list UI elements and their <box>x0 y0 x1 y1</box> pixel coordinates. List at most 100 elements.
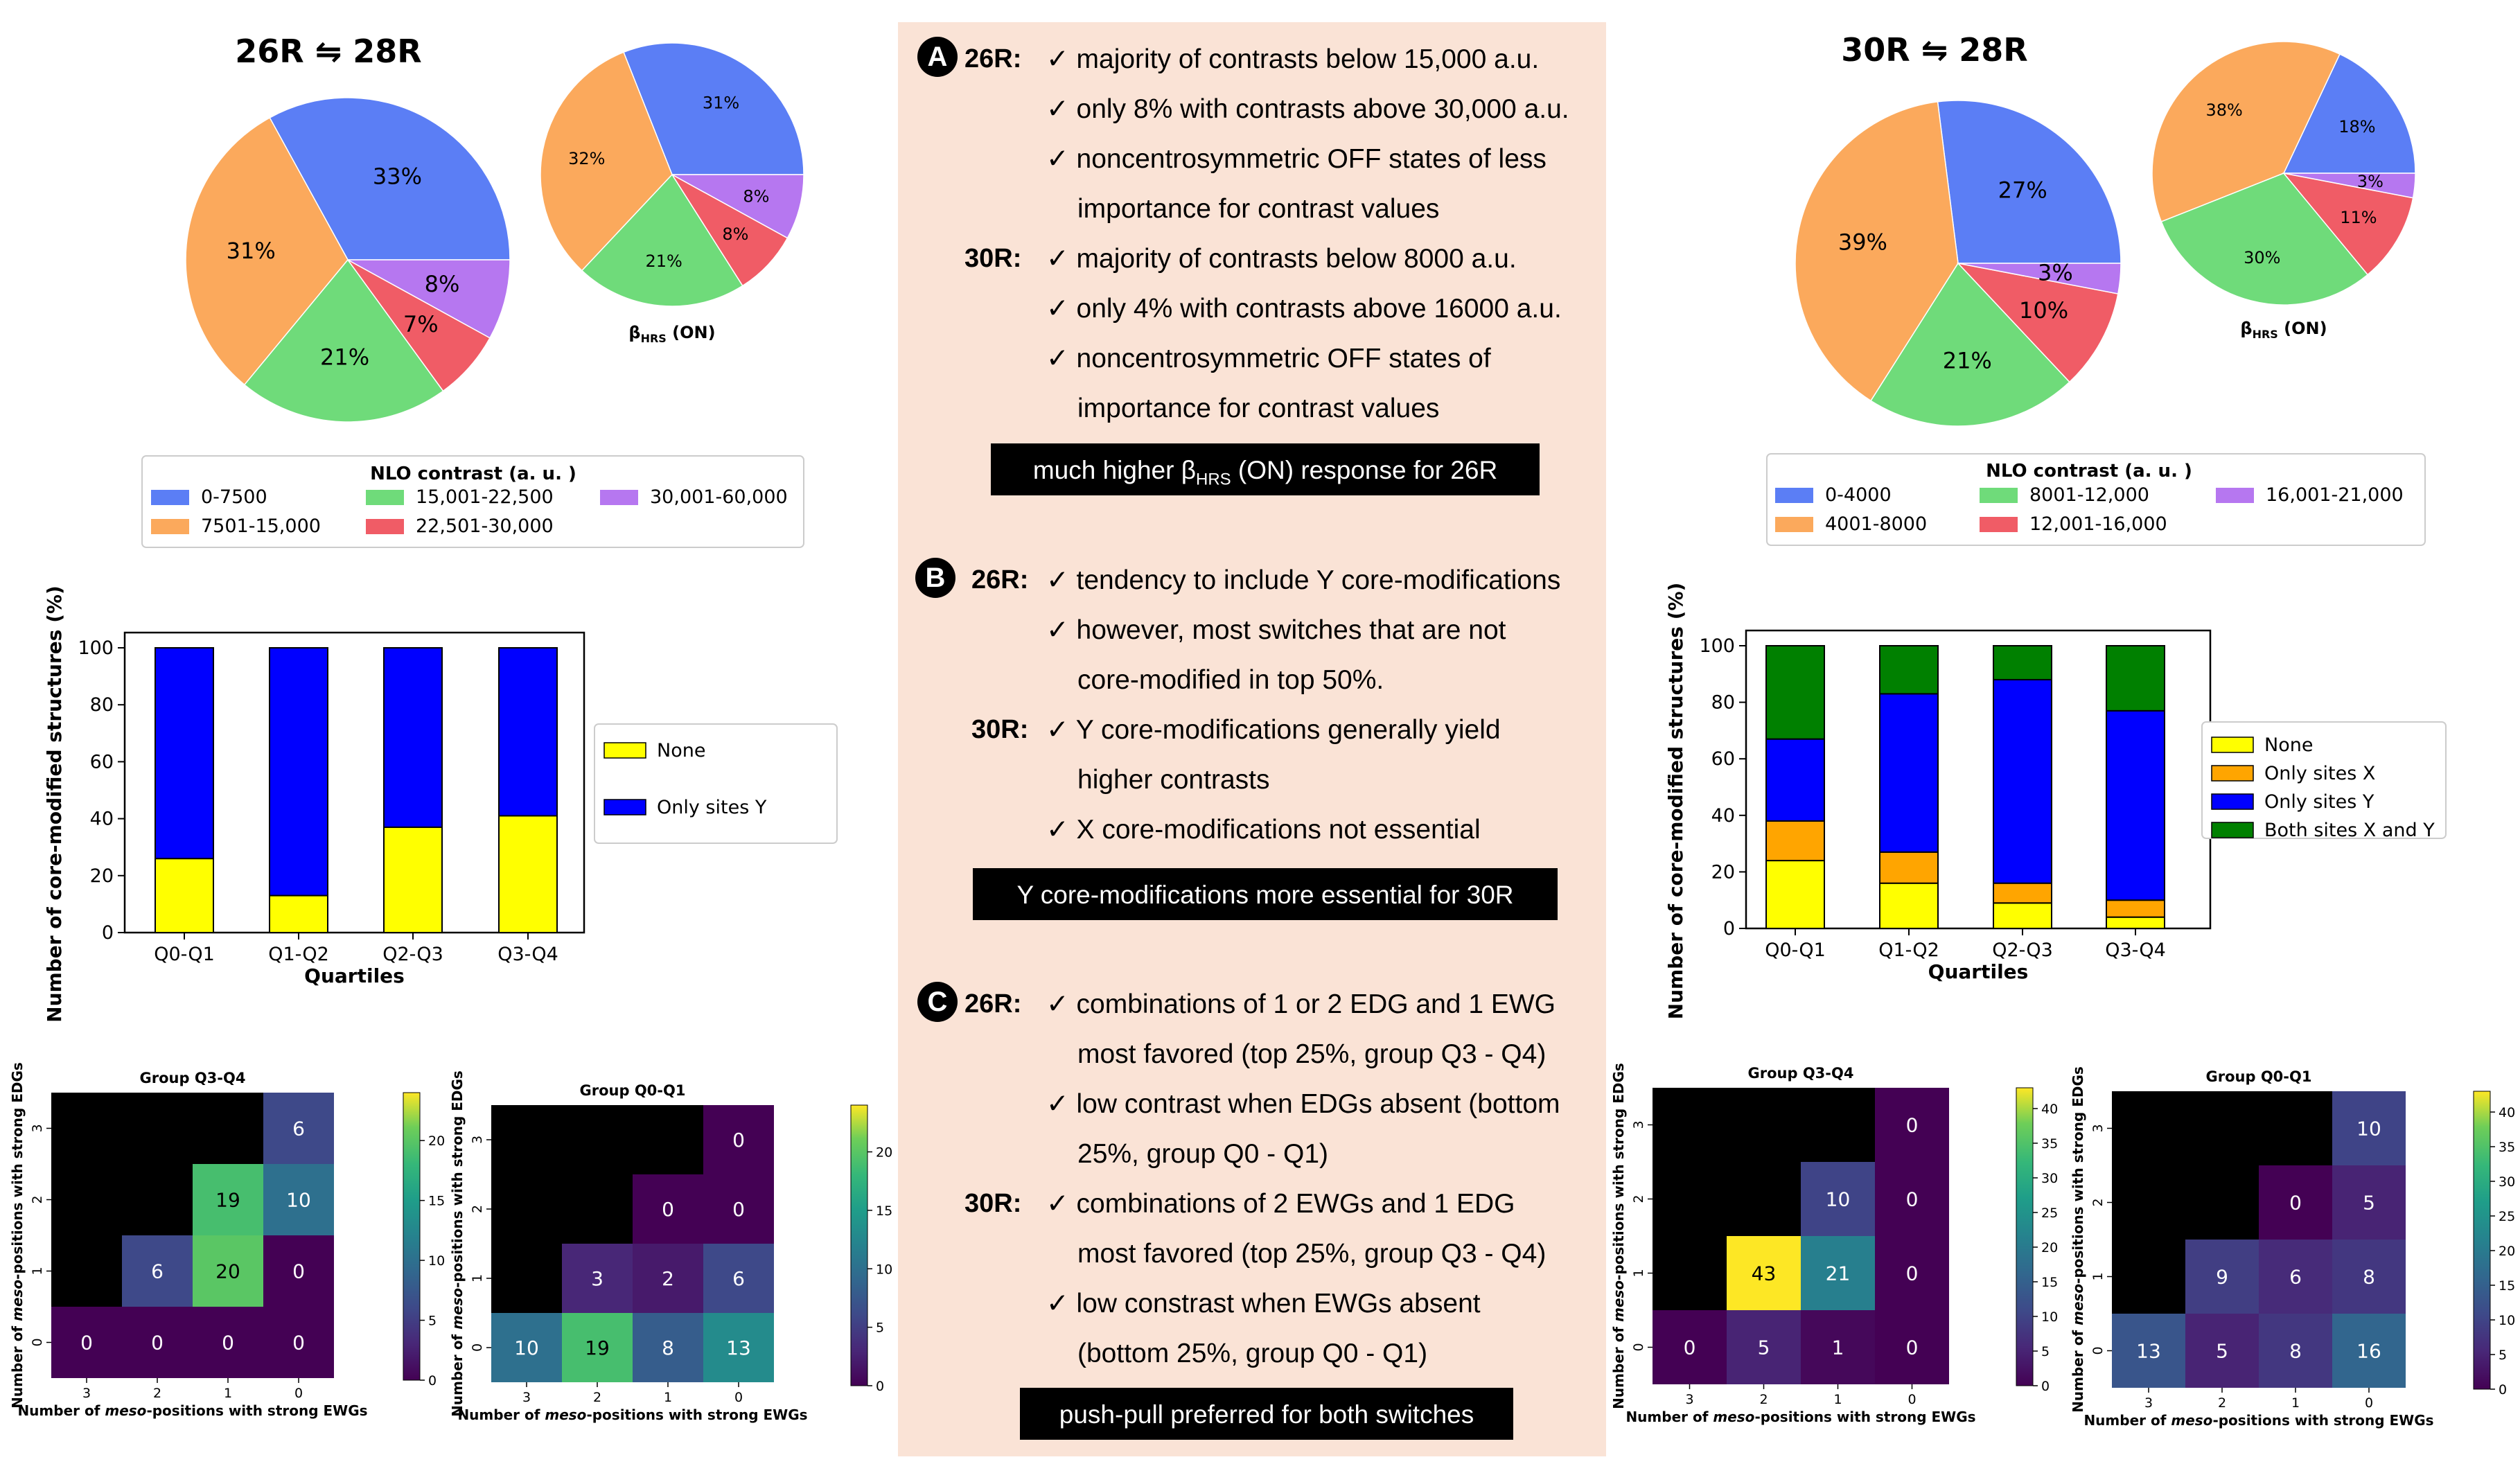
colorbar-tick: 20 <box>876 1145 892 1161</box>
bar-legend-swatch <box>2211 737 2254 753</box>
heatmap-x-tick: 1 <box>224 1386 232 1401</box>
section-row-label: 26R: <box>971 565 1029 594</box>
section-row-text: ✓ low constrast when EWGs absent <box>1046 1289 1481 1319</box>
legend-swatch <box>1980 517 2018 532</box>
pie-slice-label: 33% <box>373 163 422 189</box>
bar-segment <box>155 647 214 860</box>
pie-right-on: 18% 38% 30% 11% 3% <box>2151 41 2416 306</box>
y-tick-label: 100 <box>78 637 114 659</box>
heatmap-cell-label: 0 <box>1906 1337 1919 1359</box>
heatmap-y-tick: 1 <box>2090 1272 2106 1280</box>
bar-segment <box>2106 916 2165 930</box>
pie-slice <box>2151 41 2341 222</box>
heatmap-cell-label: 21 <box>1826 1262 1851 1285</box>
bar-segment <box>1765 820 1825 862</box>
pie-slice <box>1795 101 1959 402</box>
section-row-text: ✓ however, most switches that are not <box>1046 615 1506 645</box>
section-row-text: most favored (top 25%, group Q3 - Q4) <box>1077 1239 1547 1269</box>
legend-swatch <box>151 519 189 534</box>
heatmap-cell-label: 0 <box>80 1332 93 1355</box>
section-row-text: ✓ Y core-modifications generally yield <box>1046 715 1501 745</box>
x-tick-label: Q0-Q1 <box>1765 940 1826 961</box>
legend-label: 7501-15,000 <box>201 515 321 537</box>
heatmap-cell <box>193 1235 263 1307</box>
bar-legend-label: None <box>657 740 705 761</box>
colorbar-tick: 0 <box>2499 1382 2507 1397</box>
colorbar-tick: 0 <box>876 1379 884 1394</box>
heatmap-cell-label: 2 <box>662 1267 674 1290</box>
colorbar-tick: 5 <box>876 1321 884 1336</box>
heatmap-y-tick: 0 <box>1631 1343 1646 1351</box>
colorbar-tick: 40 <box>2041 1102 2058 1117</box>
heatmap-cell <box>263 1093 334 1164</box>
colorbar-tick: 15 <box>428 1194 445 1209</box>
bar-legend-label: Both sites X and Y <box>2264 820 2435 841</box>
pie-slice-label: 31% <box>703 94 739 113</box>
conclusion-box: push-pull preferred for both switches <box>1020 1388 1513 1440</box>
section-row-label: 26R: <box>964 44 1022 73</box>
bar-legend-swatch <box>2211 822 2254 838</box>
pie-slice <box>1956 262 2119 383</box>
colorbar-tick: 25 <box>2499 1209 2515 1224</box>
pie-slice <box>347 259 511 339</box>
bar-chart-left: 0 20 40 60 80 100 Q0-Q1 Q1-Q2 Q2-Q3 Q3-Q4 Quartile… <box>43 585 838 1023</box>
colorbar-tick: 5 <box>2499 1348 2507 1363</box>
bar-segment <box>383 826 443 934</box>
colorbar-tick: 10 <box>876 1262 892 1277</box>
section-row-text: ✓ X core-modifications not essential <box>1046 815 1481 845</box>
heatmap-cell <box>1801 1310 1875 1384</box>
colorbar-tick: 40 <box>2499 1105 2515 1120</box>
bar-segment <box>1993 882 2052 904</box>
bar-legend-label: Only sites Y <box>2264 791 2374 813</box>
heatmap-x-tick: 0 <box>1907 1392 1916 1407</box>
colorbar <box>850 1104 868 1386</box>
pie-slice-label: 3% <box>2038 259 2073 285</box>
section-row-text: ✓ majority of contrasts below 15,000 a.u… <box>1046 44 1540 74</box>
colorbar-tick: 10 <box>428 1253 445 1269</box>
heatmap-x-tick: 3 <box>82 1386 91 1401</box>
bar-segment <box>1993 902 2052 930</box>
heatmap-cell <box>2259 1314 2332 1388</box>
bar-segment <box>1879 693 1939 853</box>
section-row-text: ✓ noncentrosymmetric OFF states of <box>1046 344 1491 373</box>
colorbar-tick: 30 <box>2499 1174 2515 1190</box>
heatmap-x-label: Number of meso-positions with strong EWG… <box>1625 1409 1975 1425</box>
section-row-text: ✓ noncentrosymmetric OFF states of less <box>1046 144 1547 174</box>
legend-label: 8001-12,000 <box>2029 484 2149 506</box>
y-tick-label: 80 <box>90 694 114 716</box>
pie-slice <box>185 116 349 386</box>
heatmap-x-tick: 1 <box>1833 1392 1842 1407</box>
bar-legend-swatch <box>2211 765 2254 782</box>
heatmap-cell <box>1727 1236 1801 1310</box>
section-row-text: ✓ majority of contrasts below 8000 a.u. <box>1046 244 1517 274</box>
y-axis-label: Number of core-modified structures (%) <box>43 585 66 1023</box>
heatmap-cell <box>703 1105 774 1174</box>
y-tick-label: 0 <box>1723 918 1735 940</box>
colorbar-tick: 15 <box>2499 1278 2515 1294</box>
bar-segment <box>498 815 558 933</box>
pie-slice-label: 11% <box>2340 208 2377 227</box>
legend-label: 0-4000 <box>1825 484 1892 506</box>
heatmap-cell <box>633 1313 703 1382</box>
section-row-text: importance for contrast values <box>1077 194 1440 224</box>
pie-slice <box>671 174 804 239</box>
x-tick-label: Q1-Q2 <box>1878 940 1939 961</box>
section-row-label: 30R: <box>971 715 1029 744</box>
heatmap-cell <box>703 1313 774 1382</box>
colorbar-tick: 10 <box>2499 1313 2515 1328</box>
heatmap-cell-label: 20 <box>215 1260 240 1283</box>
bar-segment <box>1879 645 1939 695</box>
heatmap-cell <box>1801 1162 1875 1236</box>
heatmap-cell-label: 0 <box>292 1260 305 1283</box>
heatmap-x-tick: 2 <box>153 1386 161 1401</box>
heatmap-y-tick: 2 <box>470 1205 485 1213</box>
bar-legend-label: None <box>2264 734 2313 756</box>
bar-segment <box>1765 738 1825 822</box>
heatmap-y-tick: 0 <box>2090 1346 2106 1355</box>
section-row-text: ✓ only 8% with contrasts above 30,000 a.… <box>1046 94 1569 124</box>
left-title: 26R ⇋ 28R <box>235 33 421 70</box>
x-axis-label: Quartiles <box>304 964 405 987</box>
section-row-text: ✓ low contrast when EDGs absent (bottom <box>1046 1089 1560 1119</box>
heatmap-cell <box>703 1244 774 1313</box>
heatmap-cell-label: 5 <box>2363 1192 2375 1215</box>
